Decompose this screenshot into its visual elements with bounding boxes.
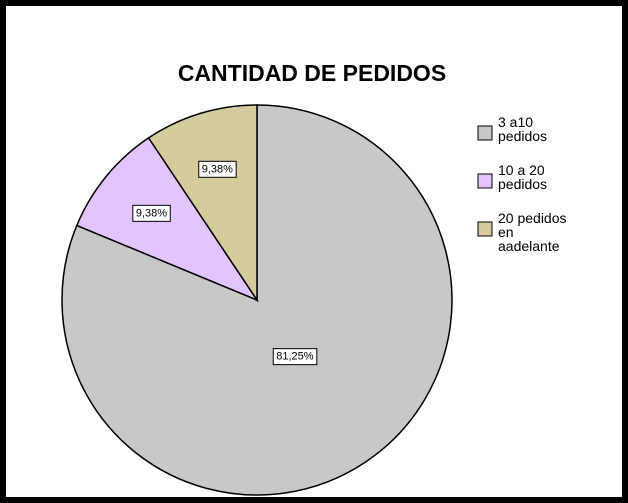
legend-label-line: en xyxy=(498,224,514,240)
value-label-group: 9,38% xyxy=(132,204,171,222)
value-label: 9,38% xyxy=(202,163,233,175)
legend-label: 20 pedidos en aadelante xyxy=(498,210,567,254)
legend-swatch xyxy=(477,173,493,189)
legend-label-line: pedidos xyxy=(498,176,547,192)
value-label-box xyxy=(198,160,237,178)
legend-label-line: 3 a10 xyxy=(498,114,533,130)
legend-swatch xyxy=(477,125,493,141)
legend-label-line: 10 a 20 xyxy=(498,162,545,178)
legend-label-line: aadelante xyxy=(498,238,560,254)
value-label-group: 81,25% xyxy=(272,348,318,366)
value-label-box xyxy=(132,204,171,222)
legend-swatch xyxy=(477,221,493,237)
pie-slice xyxy=(147,104,258,303)
legend-label-line: pedidos xyxy=(498,128,547,144)
value-label-box xyxy=(272,348,318,366)
legend-label-line: 20 pedidos xyxy=(498,210,567,226)
legend-label: 3 a10 pedidos xyxy=(498,114,547,144)
value-label-group: 9,38% xyxy=(198,160,237,178)
chart-title: CANTIDAD DE PEDIDOS xyxy=(178,60,446,86)
legend-label: 10 a 20 pedidos xyxy=(498,162,547,192)
value-label: 81,25% xyxy=(276,351,314,363)
value-label: 9,38% xyxy=(136,207,167,219)
